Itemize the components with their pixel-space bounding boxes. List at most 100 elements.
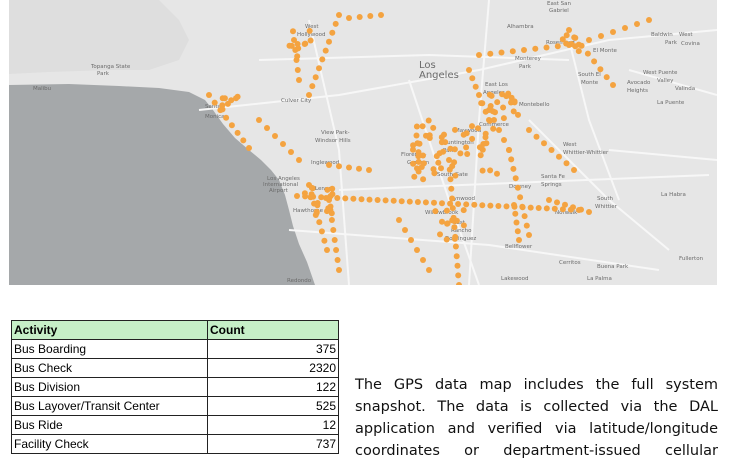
gps-marker [487, 103, 494, 109]
gps-marker [591, 58, 598, 65]
gps-marker [356, 14, 363, 20]
gps-marker [500, 115, 507, 122]
map-place-label: Lynwood [451, 196, 475, 202]
map-place-label: Angeles [483, 90, 505, 96]
gps-marker [506, 147, 512, 153]
gps-marker [334, 195, 341, 201]
map-place-label: International [263, 182, 299, 188]
gps-marker [603, 74, 610, 81]
map-place-label: Airport [269, 188, 289, 194]
gps-marker [367, 13, 374, 19]
gps-marker [307, 37, 314, 44]
count-cell: 122 [207, 377, 339, 397]
gps-marker [228, 122, 235, 129]
map-hills [9, 0, 189, 74]
gps-marker [410, 160, 417, 167]
gps-marker [206, 92, 212, 98]
gps-marker [586, 37, 592, 43]
map-place-label: Lakewood [501, 276, 529, 282]
gps-marker [556, 153, 562, 160]
table-row: Bus Ride 12 [11, 415, 339, 435]
gps-marker [496, 127, 502, 133]
description-paragraph: The GPS data map includes the full syste… [355, 377, 718, 459]
map-place-label: Rancho [451, 228, 472, 234]
map-place-label: La Habra [661, 192, 686, 198]
gps-marker [451, 146, 458, 153]
gps-marker [463, 144, 470, 151]
gps-marker [509, 48, 516, 55]
gps-marker [480, 141, 487, 147]
map-place-label: Topanga State [90, 64, 131, 70]
gps-marker [512, 210, 519, 217]
gps-marker [322, 47, 329, 54]
gps-marker [521, 213, 528, 220]
map-place-label: South El [578, 72, 601, 78]
gps-marker [438, 139, 445, 146]
gps-marker [566, 27, 572, 33]
gps-marker [554, 43, 561, 50]
gps-marker [455, 201, 462, 207]
gps-marker [295, 45, 302, 52]
map-road [338, 174, 710, 191]
gps-marker [415, 158, 422, 165]
gps-marker [452, 126, 458, 133]
gps-marker [422, 199, 429, 206]
gps-marker [437, 231, 443, 238]
gps-marker [346, 164, 352, 171]
map-road [608, 149, 717, 161]
gps-marker [301, 190, 308, 197]
gps-marker [329, 185, 336, 192]
gps-marker [533, 133, 540, 140]
gps-marker [543, 205, 550, 212]
count-cell: 737 [207, 434, 339, 454]
gps-marker [416, 140, 423, 147]
table-row: Bus Check 2320 [11, 358, 339, 378]
gps-marker [494, 99, 501, 106]
gps-marker [316, 65, 322, 72]
map-place-label: Cerritos [559, 260, 581, 266]
map-place-label: Park [519, 64, 532, 70]
gps-marker [294, 193, 300, 199]
gps-marker [228, 97, 235, 104]
map-place-label: Whittier [595, 204, 618, 210]
gps-marker [516, 237, 522, 243]
map-road [628, 69, 717, 96]
gps-marker [464, 151, 471, 157]
gps-marker [307, 194, 314, 201]
gps-marker [366, 167, 372, 173]
map-place-label: West Puente [643, 70, 678, 76]
gps-marker [451, 235, 458, 242]
gps-marker [414, 165, 420, 172]
gps-marker [223, 114, 230, 121]
gps-marker [456, 282, 462, 285]
gps-marker [329, 29, 336, 36]
gps-marker [622, 25, 628, 31]
map-place-label: West [563, 142, 577, 148]
map-place-label: Rosemead [546, 40, 575, 46]
table-header-row: Activity Count [11, 320, 339, 340]
map-place-label: Valinda [675, 86, 695, 92]
gps-marker [312, 74, 319, 81]
gps-marker [469, 123, 475, 130]
gps-marker [432, 208, 439, 215]
gps-marker [294, 41, 301, 47]
gps-marker [532, 45, 539, 52]
gps-marker [316, 219, 323, 226]
map-place-label: La Puente [657, 100, 685, 106]
gps-marker [475, 125, 481, 132]
gps-marker [503, 203, 510, 210]
gps-marker [597, 66, 604, 73]
gps-marker [290, 28, 296, 35]
gps-marker [366, 196, 373, 203]
gps-marker [221, 95, 228, 102]
gps-marker [330, 227, 337, 233]
map-place-label: Fullerton [679, 256, 704, 262]
gps-marker [326, 38, 332, 45]
gps-marker [463, 201, 470, 208]
gps-marker [296, 77, 302, 83]
gps-marker [526, 127, 532, 133]
map-place-label: Malibu [33, 86, 51, 92]
gps-marker [476, 92, 482, 98]
activity-cell: Bus Layover/Transit Center [11, 396, 208, 416]
gps-marker [452, 172, 459, 179]
